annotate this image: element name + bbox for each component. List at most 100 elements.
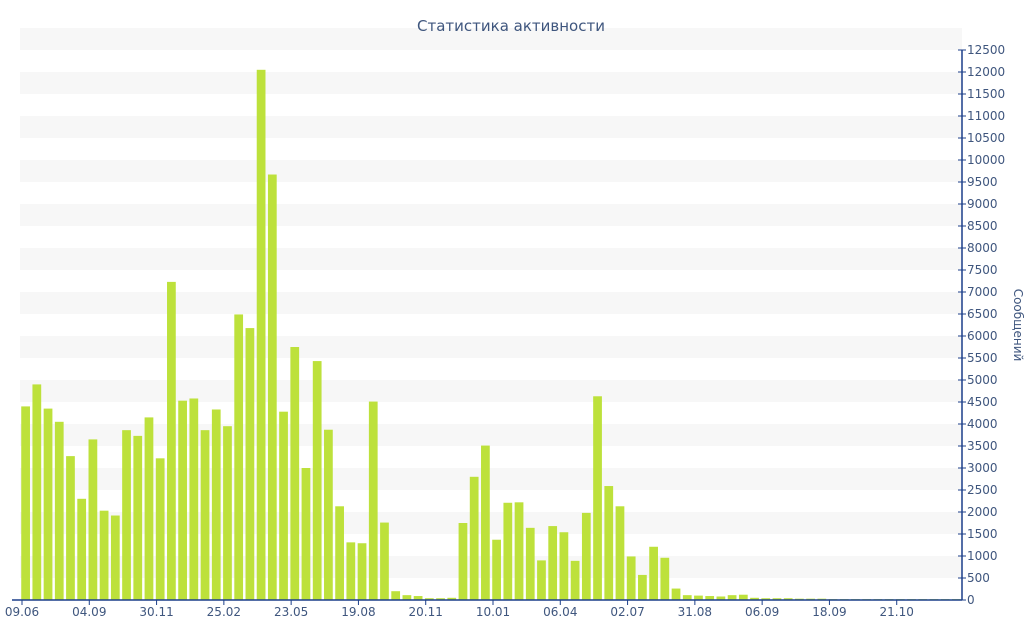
bar-45 [525, 527, 535, 600]
grid-band-5 [20, 336, 962, 358]
bar-34 [402, 595, 412, 600]
bar-30 [357, 543, 367, 600]
grid-band-11 [20, 72, 962, 94]
bar-67 [772, 598, 782, 600]
bar-61 [705, 596, 715, 600]
bar-26 [312, 361, 322, 600]
bar-17 [211, 409, 221, 600]
grid-band-12 [20, 28, 962, 50]
grid-band-0 [20, 556, 962, 578]
y-tick-label-11000: 11000 [967, 109, 1005, 123]
y-tick-label-1500: 1500 [967, 527, 998, 541]
bar-44 [514, 502, 524, 600]
bar-11 [144, 417, 154, 600]
bar-10 [133, 435, 143, 600]
bars-group [21, 69, 961, 601]
bar-55 [638, 574, 647, 600]
bar-36 [424, 598, 434, 600]
x-tick-label-8: 06.04 [543, 605, 577, 619]
bar-68 [783, 598, 793, 600]
y-tick-label-3500: 3500 [967, 439, 998, 453]
bar-31 [368, 401, 378, 600]
x-tick-label-3: 25.02 [207, 605, 241, 619]
y-tick-label-2000: 2000 [967, 505, 998, 519]
y-tick-label-5000: 5000 [967, 373, 998, 387]
y-tick-label-8500: 8500 [967, 219, 998, 233]
bar-13 [167, 281, 176, 600]
bar-24 [290, 347, 300, 600]
bar-60 [694, 595, 703, 600]
grid-band-6 [20, 292, 962, 314]
y-ticks-group: 0 500 1000 1500 2000 2500 3000 3500 4000 4500 5000… [958, 43, 1005, 607]
bar-14 [178, 400, 187, 600]
bar-57 [660, 557, 670, 600]
grid-band-9 [20, 160, 962, 182]
bar-21 [256, 69, 266, 601]
bar-38 [447, 597, 457, 600]
axes-group [12, 50, 963, 601]
bar-22 [267, 174, 277, 600]
bar-47 [548, 526, 558, 600]
bar-58 [671, 588, 681, 600]
bar-0 [21, 406, 30, 600]
y-tick-label-2500: 2500 [967, 483, 998, 497]
bar-20 [245, 328, 255, 600]
grid-band-7 [20, 248, 962, 270]
bar-25 [301, 468, 311, 600]
bar-28 [335, 506, 344, 600]
y-tick-label-4500: 4500 [967, 395, 998, 409]
x-tick-label-10: 31.08 [678, 605, 712, 619]
bar-51 [593, 396, 602, 600]
x-tick-label-13: 21.10 [880, 605, 914, 619]
bar-66 [761, 598, 771, 600]
y-tick-label-9500: 9500 [967, 175, 998, 189]
y-tick-label-7000: 7000 [967, 285, 998, 299]
bar-40 [469, 476, 479, 600]
y-tick-label-6000: 6000 [967, 329, 998, 343]
y-tick-label-12500: 12500 [967, 43, 1005, 57]
y-tick-label-9000: 9000 [967, 197, 998, 211]
bar-1 [32, 384, 42, 600]
x-tick-label-6: 20.11 [409, 605, 443, 619]
x-tick-label-5: 19.08 [341, 605, 375, 619]
bar-27 [324, 429, 333, 600]
y-tick-label-11500: 11500 [967, 87, 1005, 101]
bar-52 [604, 486, 614, 600]
bar-8 [110, 515, 120, 600]
bar-53 [615, 506, 625, 600]
bar-4 [66, 456, 75, 600]
bar-15 [189, 398, 199, 600]
grid-bands [20, 28, 962, 578]
y-tick-label-7500: 7500 [967, 263, 998, 277]
y-tick-label-8000: 8000 [967, 241, 998, 255]
bar-3 [54, 421, 64, 600]
x-tick-label-2: 30.11 [139, 605, 173, 619]
bar-63 [727, 595, 737, 600]
x-tick-label-1: 04.09 [72, 605, 106, 619]
grid-band-8 [20, 204, 962, 226]
chart-title: Статистика активности [417, 17, 605, 35]
bar-54 [626, 556, 636, 600]
bar-39 [458, 523, 468, 600]
bar-35 [413, 596, 423, 600]
y-tick-label-3000: 3000 [967, 461, 998, 475]
bar-5 [77, 498, 87, 600]
bar-42 [492, 539, 501, 600]
grid-band-1 [20, 512, 962, 534]
bar-7 [99, 510, 109, 600]
bar-46 [537, 560, 546, 600]
bar-65 [750, 597, 759, 600]
y-tick-label-12000: 12000 [967, 65, 1005, 79]
x-tick-label-11: 06.09 [745, 605, 779, 619]
grid-band-2 [20, 468, 962, 490]
bar-16 [200, 430, 210, 600]
y-tick-label-4000: 4000 [967, 417, 998, 431]
bar-64 [738, 594, 748, 600]
x-tick-label-12: 18.09 [812, 605, 846, 619]
bar-18 [223, 426, 232, 600]
y-axis-label: Сообщений [1011, 289, 1024, 362]
y-tick-label-5500: 5500 [967, 351, 998, 365]
y-tick-label-10500: 10500 [967, 131, 1005, 145]
